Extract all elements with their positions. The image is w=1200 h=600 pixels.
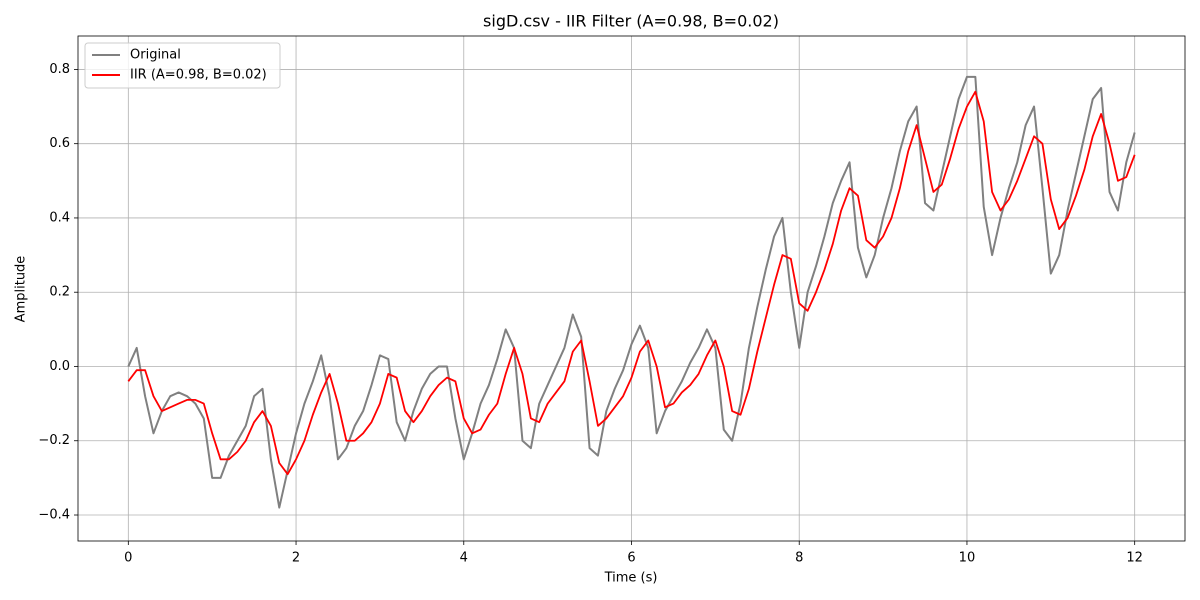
legend-label: Original: [130, 48, 181, 63]
x-tick-label: 12: [1126, 551, 1143, 566]
x-tick-label: 2: [292, 551, 300, 566]
series-line: [127, 90, 1136, 476]
y-tick-label: 0.6: [49, 136, 70, 151]
y-tick-label: 0.0: [49, 359, 70, 374]
x-tick-label: 10: [959, 551, 976, 566]
series-line: [127, 75, 1136, 509]
legend-label: IIR (A=0.98, B=0.02): [130, 68, 267, 83]
x-tick-label: 0: [124, 551, 132, 566]
y-tick-label: 0.8: [49, 62, 70, 77]
plot-frame: [77, 35, 1186, 542]
y-tick-label: 0.2: [49, 285, 70, 300]
y-tick-label: −0.2: [38, 433, 70, 448]
legend-box: [84, 42, 281, 89]
chart-title: sigD.csv - IIR Filter (A=0.98, B=0.02): [483, 12, 779, 31]
x-tick-label: 8: [795, 551, 803, 566]
y-tick-label: 0.4: [49, 210, 70, 225]
y-tick-label: −0.4: [38, 508, 70, 523]
y-axis-label: Amplitude: [14, 256, 29, 323]
x-tick-label: 6: [627, 551, 635, 566]
x-tick-label: 4: [460, 551, 468, 566]
x-axis-label: Time (s): [604, 571, 658, 586]
